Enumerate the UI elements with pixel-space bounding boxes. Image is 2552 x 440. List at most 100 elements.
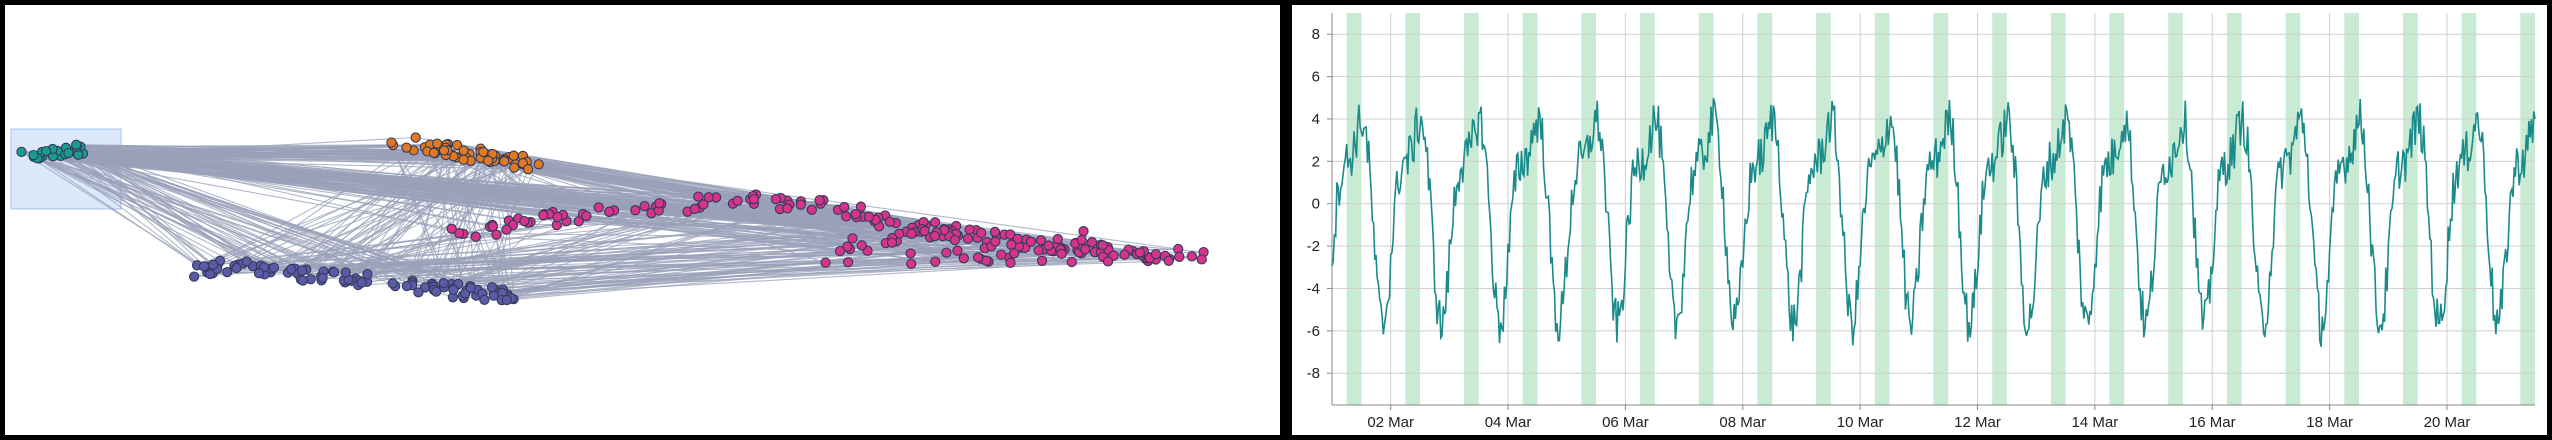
node-magenta (1097, 240, 1108, 251)
node-magenta (1186, 251, 1198, 262)
node-magenta (1025, 236, 1037, 247)
node-magenta (1119, 249, 1130, 260)
x-tick-label: 20 Mar (2424, 414, 2471, 431)
node-orange (432, 138, 443, 149)
night-band (2403, 13, 2418, 405)
edge (451, 203, 755, 285)
night-band (1992, 13, 2007, 405)
node-teal (16, 146, 27, 158)
node-magenta (820, 257, 831, 268)
node-orange (401, 142, 412, 153)
x-tick-label: 02 Mar (1367, 414, 1414, 431)
node-magenta (941, 247, 952, 258)
cluster-teal (16, 139, 89, 164)
node-magenta (782, 203, 793, 214)
node-orange (410, 132, 421, 143)
cluster-magenta (446, 189, 1209, 270)
edge (518, 217, 957, 235)
node-magenta (1035, 235, 1047, 246)
node-magenta (1043, 240, 1054, 251)
node-magenta (840, 211, 852, 222)
node-purple (241, 256, 252, 267)
night-band (1640, 13, 1655, 405)
night-band (2520, 13, 2535, 405)
timeseries-chart[interactable]: 8 6 4 2 0 -2 -4 -6 -8 02 Mar 04 Mar 06 Mar 08 Mar 10 … (1292, 5, 2547, 435)
night-bands (1346, 13, 2535, 405)
node-orange (478, 146, 489, 158)
edge (392, 220, 579, 284)
node-purple (486, 281, 498, 293)
y-tick-label: -8 (1307, 365, 1320, 382)
node-orange (386, 137, 397, 148)
edge (333, 143, 449, 273)
node-magenta (538, 210, 549, 221)
node-magenta (863, 211, 875, 223)
edge (446, 150, 510, 298)
node-magenta (698, 199, 709, 210)
node-orange (509, 162, 520, 173)
node-magenta (842, 241, 853, 252)
node-magenta (1174, 251, 1185, 262)
node-magenta (1134, 247, 1146, 258)
node-purple (448, 284, 459, 296)
edge (42, 155, 527, 163)
edge (196, 163, 523, 266)
timeseries-panel[interactable]: 8 6 4 2 0 -2 -4 -6 -8 02 Mar 04 Mar 06 Mar 08 Mar 10 … (1292, 5, 2547, 435)
node-magenta (487, 221, 499, 232)
y-tick-label: 2 (1312, 153, 1320, 170)
node-magenta (989, 226, 1001, 238)
edge (348, 151, 484, 280)
cluster-graph[interactable] (5, 5, 1280, 435)
node-magenta (842, 257, 854, 268)
night-band (2050, 13, 2066, 405)
y-tick-label: 0 (1312, 196, 1320, 213)
edge (271, 233, 900, 270)
node-purple (222, 266, 233, 278)
edge (80, 146, 396, 287)
night-band (2285, 13, 2301, 405)
edge (37, 157, 198, 266)
edge (65, 147, 454, 291)
node-orange (458, 154, 469, 165)
edge (212, 239, 1082, 274)
cluster-graph-panel[interactable] (5, 5, 1280, 435)
night-band (2109, 13, 2125, 405)
edge (480, 151, 868, 252)
node-magenta (972, 252, 984, 263)
node-purple (297, 275, 309, 286)
node-magenta (850, 208, 861, 220)
x-tick-label: 14 Mar (2072, 414, 2119, 431)
edge (57, 149, 438, 152)
edge (322, 156, 464, 279)
node-magenta (930, 256, 941, 267)
edge (57, 150, 262, 267)
node-magenta (952, 245, 963, 256)
node-teal (63, 147, 74, 159)
edge (297, 257, 1010, 275)
edge (411, 153, 493, 284)
node-magenta (693, 191, 704, 202)
node-magenta (689, 203, 700, 215)
night-band (2344, 13, 2359, 405)
edge (76, 146, 322, 281)
node-magenta (834, 245, 846, 257)
night-band (1933, 13, 1949, 405)
node-purple (296, 265, 308, 276)
node-magenta (770, 193, 782, 205)
edge (80, 146, 260, 274)
x-tick-label: 10 Mar (1837, 414, 1884, 431)
night-band (1816, 13, 1831, 405)
x-tick-label: 12 Mar (1954, 414, 2001, 431)
night-band (1346, 13, 1362, 405)
node-purple (362, 269, 373, 280)
node-magenta (929, 230, 940, 242)
node-magenta (1080, 244, 1091, 255)
node-purple (479, 294, 490, 305)
node-magenta (581, 210, 592, 222)
node-orange (458, 145, 469, 156)
node-magenta (639, 200, 650, 212)
node-magenta (519, 215, 530, 227)
node-magenta (795, 199, 806, 210)
node-magenta (962, 233, 974, 244)
night-band (1757, 13, 1773, 405)
